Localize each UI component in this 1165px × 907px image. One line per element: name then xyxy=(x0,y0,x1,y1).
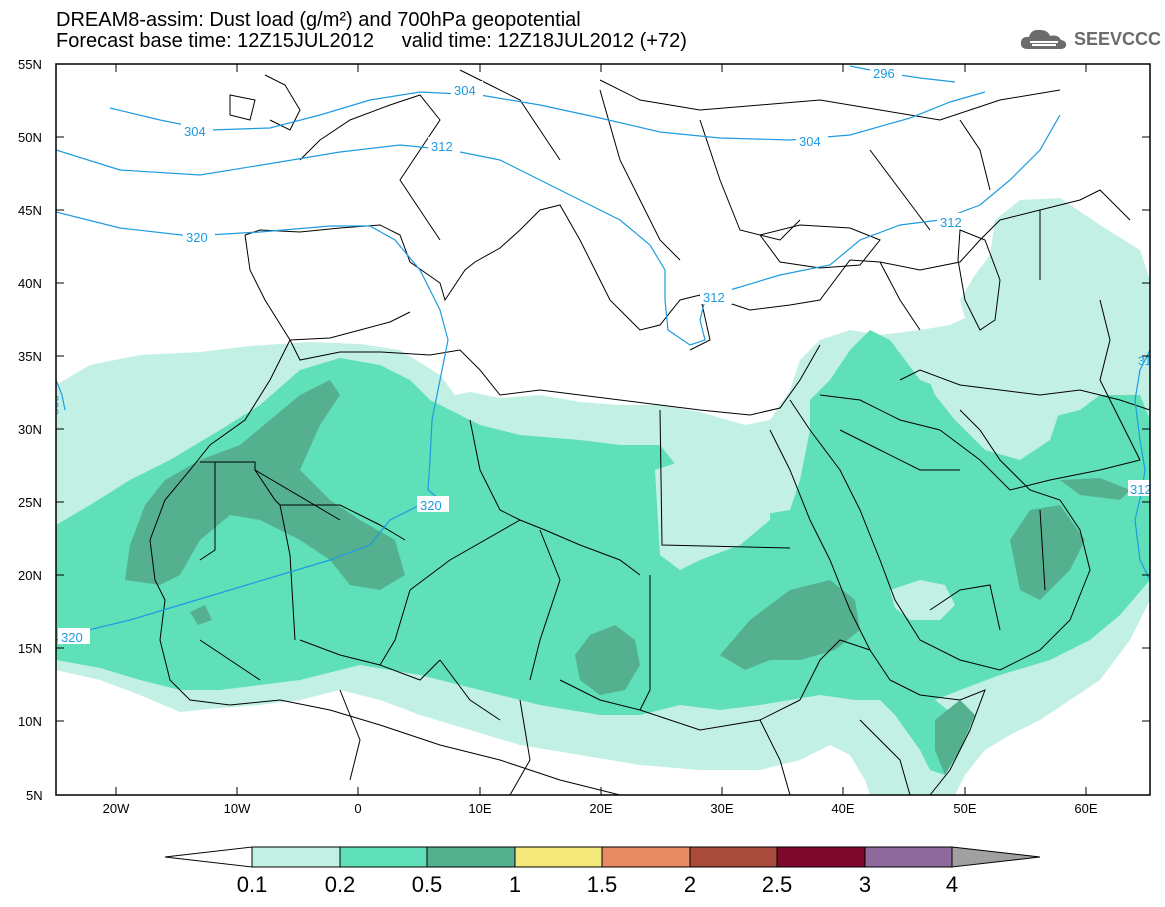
colorbar-swatch xyxy=(514,846,603,868)
contour-label: 308 xyxy=(47,395,61,415)
colorbar-swatch xyxy=(426,846,516,868)
tick-marks xyxy=(56,63,1150,796)
colorbar-swatch xyxy=(601,846,691,868)
lat-label: 50N xyxy=(18,130,42,145)
colorbar-label: 4 xyxy=(946,872,958,897)
colorbar-label: 0.5 xyxy=(412,872,443,897)
lat-label: 20N xyxy=(18,568,42,583)
lon-label: 0 xyxy=(354,801,361,816)
lon-label: 20W xyxy=(103,801,130,816)
dust-region-dark-chad xyxy=(575,625,640,695)
colorbar-label: 2 xyxy=(684,872,696,897)
borders xyxy=(149,69,1150,795)
contour-label: 304 xyxy=(799,134,821,149)
lat-axis: 55N 50N 45N 40N 35N 30N 25N 20N 15N 10N … xyxy=(18,57,43,803)
dust-hole-egypt xyxy=(655,455,770,570)
dust-region-dark-somalia xyxy=(935,700,975,775)
contour-label: 312 xyxy=(1138,354,1158,368)
colorbar-labels: 0.1 0.2 0.5 1 1.5 2 2.5 3 4 xyxy=(237,872,958,897)
contour-labels: 296 304 304 304 312 312 312 312 320 320 … xyxy=(47,64,1158,645)
contour-label: 312 xyxy=(703,290,725,305)
lon-axis: 20W 10W 0 10E 20E 30E 40E 50E 60E xyxy=(103,801,1098,816)
lat-label: 15N xyxy=(18,641,42,656)
contour-label: 312 xyxy=(1130,482,1152,497)
forecast-time: Forecast base time: 12Z15JUL2012 valid t… xyxy=(56,30,687,52)
lat-label: 35N xyxy=(18,349,42,364)
colorbar-label: 2.5 xyxy=(762,872,793,897)
lat-label: 45N xyxy=(18,203,42,218)
cloud-icon xyxy=(1020,29,1067,49)
title-block: DREAM8-assim: Dust load (g/m²) and 700hP… xyxy=(56,10,687,52)
dust-region-dark-coast xyxy=(190,605,212,625)
map-frame-content: 296 304 304 304 312 312 312 312 320 320 … xyxy=(47,64,1158,795)
colorbar-low-arrow xyxy=(164,846,253,868)
colorbar xyxy=(164,846,1041,868)
lon-label: 50E xyxy=(953,801,976,816)
logo-text: SEEVCCC xyxy=(1074,28,1162,49)
contour-label: 296 xyxy=(873,66,895,81)
geopotential-contours xyxy=(56,65,1150,641)
dust-region-dark-sudan xyxy=(720,580,860,670)
contour-label: 320 xyxy=(61,630,83,645)
contour-label: 312 xyxy=(431,139,453,154)
colorbar-swatch xyxy=(251,846,341,868)
lon-label: 60E xyxy=(1074,801,1097,816)
contour-label: 312 xyxy=(940,215,962,230)
map-title: DREAM8-assim: Dust load (g/m²) and 700hP… xyxy=(56,9,581,31)
colorbar-swatch xyxy=(339,846,428,868)
lon-label: 20E xyxy=(589,801,612,816)
lon-label: 40E xyxy=(831,801,854,816)
dust-hole-iran xyxy=(925,355,1060,460)
seevccc-logo: SEEVCCC xyxy=(1018,26,1161,52)
lon-label: 10W xyxy=(224,801,251,816)
colorbar-label: 1.5 xyxy=(587,872,618,897)
lat-label: 25N xyxy=(18,495,42,510)
colorbar-label: 0.1 xyxy=(237,872,268,897)
lat-label: 10N xyxy=(18,714,42,729)
colorbar-swatch xyxy=(689,846,778,868)
colorbar-high-arrow xyxy=(951,846,1041,868)
contour-label: 304 xyxy=(184,124,206,139)
lat-label: 40N xyxy=(18,276,42,291)
contour-label: 320 xyxy=(186,230,208,245)
colorbar-label: 3 xyxy=(859,872,871,897)
lat-label: 30N xyxy=(18,422,42,437)
lon-label: 10E xyxy=(468,801,491,816)
lat-label: 5N xyxy=(26,788,43,803)
lon-label: 30E xyxy=(710,801,733,816)
dust-region-dark-oman xyxy=(1010,505,1085,600)
dust-region-dark-gulf xyxy=(1060,478,1130,500)
colorbar-label: 0.2 xyxy=(325,872,356,897)
lat-label: 55N xyxy=(18,57,42,72)
contour-label: 304 xyxy=(454,83,476,98)
colorbar-swatch xyxy=(776,846,866,868)
dust-hole-arabia xyxy=(890,580,955,620)
dust-region-medium xyxy=(56,330,1150,775)
colorbar-label: 1 xyxy=(509,872,521,897)
colorbar-swatch xyxy=(864,846,953,868)
contour-label: 320 xyxy=(420,498,442,513)
